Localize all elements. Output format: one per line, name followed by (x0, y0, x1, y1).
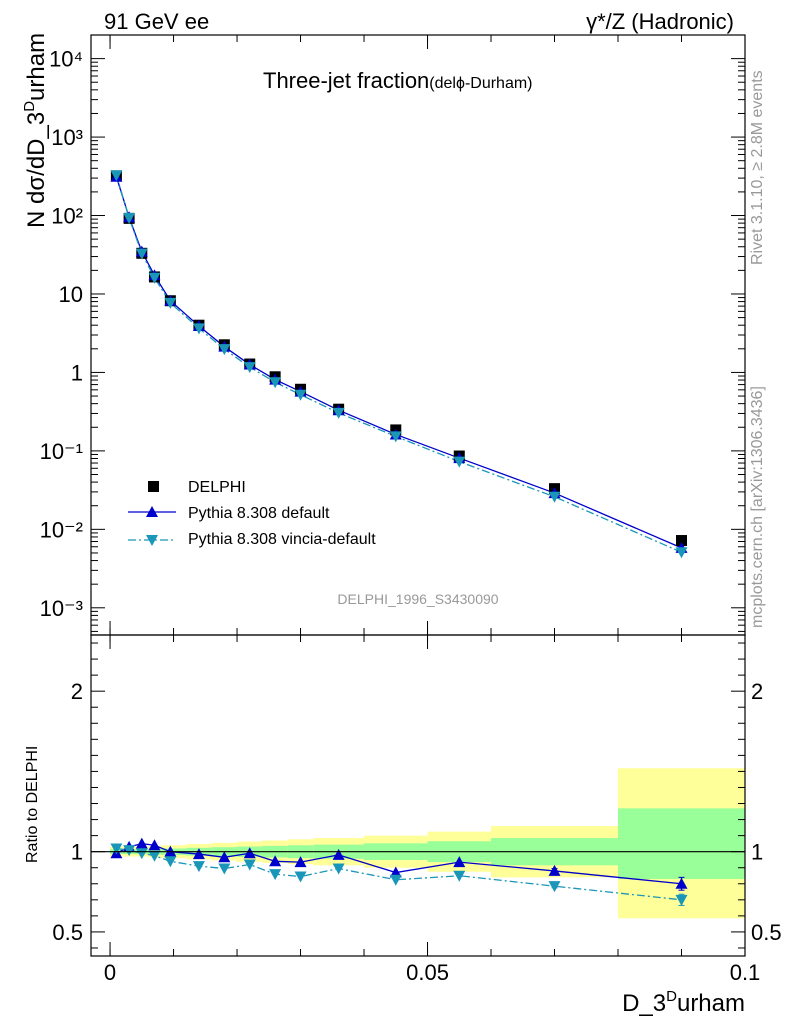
side-rivet-text: Rivet 3.1.10, ≥ 2.8M events (749, 70, 766, 265)
ratio-frame (90, 634, 746, 957)
legend-marker-default (146, 506, 158, 517)
main-y-tick-label-5: 10² (51, 204, 83, 229)
ratio-point-vincia-11 (389, 874, 402, 886)
main-y-axis-title: N dσ/dD_3Durham (21, 33, 50, 228)
ratio-point-default-9 (294, 856, 307, 868)
x-axis-title: D_3Durham (622, 988, 745, 1017)
ratio-y-axis-title: Ratio to DELPHI (24, 746, 41, 863)
ratio-point-vincia-7 (243, 859, 256, 871)
data-point-vincia-4 (164, 297, 177, 309)
data-point-vincia-6 (218, 344, 231, 356)
main-y-axis-title-suffix: urham (23, 33, 50, 101)
ratio-point-vincia-12 (453, 870, 466, 882)
ratio-point-vincia-5 (192, 861, 205, 873)
data-point-delphi-14 (676, 535, 688, 547)
data-point-vincia-10 (332, 407, 345, 419)
ratio-point-default-7 (243, 847, 256, 859)
main-y-axis-title-sup: D (21, 101, 38, 112)
ratio-point-default-6 (218, 851, 231, 863)
ratio-point-vincia-0 (110, 843, 123, 855)
main-y-tick-label-3: 1 (71, 360, 83, 385)
data-point-vincia-5 (192, 323, 205, 335)
legend-label-vincia: Pythia 8.308 vincia-default (188, 531, 376, 548)
data-point-vincia-2 (135, 248, 148, 260)
data-point-vincia-13 (548, 491, 561, 503)
side-mcplots-text: mcplots.cern.ch [arXiv:1306.3436] (749, 386, 766, 628)
ratio-point-vincia-8 (269, 869, 282, 881)
data-point-vincia-14 (675, 547, 688, 559)
data-point-vincia-0 (110, 170, 123, 182)
ratio-y-tick-label-left-1: 1 (71, 840, 83, 865)
legend: DELPHI Pythia 8.308 default Pythia 8.308… (128, 479, 376, 548)
main-y-tick-label-6: 10³ (51, 125, 83, 150)
main-y-axis-title-prefix: N dσ/dD_3 (23, 112, 50, 228)
ratio-y-tick-label-left-0: 0.5 (52, 920, 83, 945)
ratio-plot (110, 837, 688, 906)
frames: 0 0.05 0.1 10⁻³ 10⁻² 10⁻¹ 1 10 10² 10³ 10⁴ 0.5 0.5 1 1… (40, 34, 782, 985)
ratio-point-vincia-3 (148, 850, 161, 862)
data-point-vincia-1 (123, 212, 136, 224)
ratio-point-default-14 (675, 877, 688, 889)
header-energy: 91 GeV ee (104, 9, 209, 34)
ratio-point-vincia-6 (218, 863, 231, 875)
data-point-vincia-11 (389, 431, 402, 443)
plot-title: Three-jet fraction(delϕ-Durham) (263, 68, 533, 93)
main-y-tick-label-4: 10 (59, 282, 83, 307)
plot-title-main: Three-jet fraction (263, 68, 429, 93)
ratio-point-default-2 (135, 837, 148, 849)
legend-label-default: Pythia 8.308 default (188, 505, 330, 522)
ratio-point-vincia-13 (548, 881, 561, 893)
header-process: γ*/Z (Hadronic) (586, 9, 734, 34)
x-axis-title-suffix: urham (677, 990, 745, 1017)
ratio-point-vincia-9 (294, 871, 307, 883)
data-point-vincia-9 (294, 389, 307, 401)
ratio-point-default-10 (332, 848, 345, 860)
ratio-point-vincia-14 (675, 894, 688, 906)
ratio-y-tick-label-right-0: 0.5 (751, 920, 782, 945)
ratio-point-vincia-1 (123, 845, 136, 857)
x-tick-label-0: 0 (104, 960, 116, 985)
ratio-point-vincia-10 (332, 863, 345, 875)
ratio-point-vincia-2 (135, 848, 148, 860)
data-point-vincia-8 (269, 377, 282, 389)
x-axis-title-prefix: D_3 (622, 990, 666, 1017)
x-axis-title-sup: D (666, 988, 677, 1005)
legend-label-delphi: DELPHI (188, 479, 246, 496)
legend-marker-vincia (146, 535, 158, 546)
main-y-tick-label-7: 10⁴ (49, 47, 83, 72)
plot-title-sub: (delϕ-Durham) (429, 75, 532, 92)
ratio-point-default-12 (453, 856, 466, 868)
main-y-tick-label-0: 10⁻³ (40, 596, 83, 621)
ratio-point-default-3 (148, 839, 161, 851)
main-plot (110, 170, 688, 559)
ratio-y-tick-label-right-1: 1 (751, 840, 763, 865)
analysis-watermark: DELPHI_1996_S3430090 (337, 591, 498, 607)
ratio-point-default-13 (548, 864, 561, 876)
data-point-vincia-12 (453, 456, 466, 468)
ratio-y-tick-label-right-2: 2 (751, 679, 763, 704)
ratio-point-default-5 (192, 848, 205, 860)
ratio-point-default-8 (269, 855, 282, 867)
main-y-tick-label-2: 10⁻¹ (40, 439, 83, 464)
ratio-point-vincia-4 (164, 856, 177, 868)
legend-marker-delphi (148, 481, 159, 492)
ratio-y-tick-label-left-2: 2 (71, 679, 83, 704)
main-y-tick-label-1: 10⁻² (40, 517, 83, 542)
data-point-vincia-7 (243, 362, 256, 374)
x-tick-label-1: 0.05 (406, 960, 449, 985)
x-tick-label-2: 0.1 (730, 960, 761, 985)
data-point-vincia-3 (148, 272, 161, 284)
band-green-14 (618, 808, 745, 879)
